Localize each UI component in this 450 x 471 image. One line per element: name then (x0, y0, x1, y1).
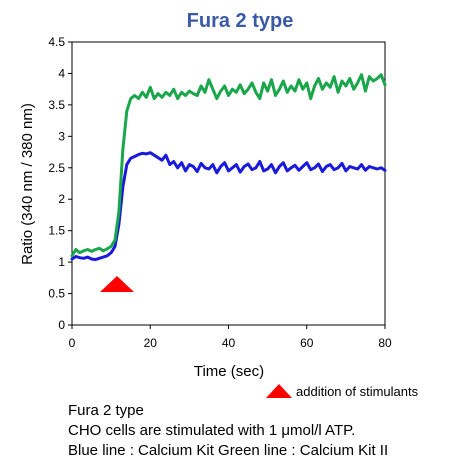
y-tick-label: 1 (58, 255, 65, 269)
stimulant-legend: addition of stimulants (266, 384, 418, 399)
y-tick-label: 0.5 (48, 287, 65, 301)
stimulant-legend-triangle-icon (266, 384, 292, 398)
x-tick-label: 60 (300, 336, 314, 350)
y-axis-label: Ratio (340 nm / 380 nm) (19, 103, 36, 265)
y-tick-label: 3.5 (48, 98, 65, 112)
fura2-line-chart: Fura 2 type 0 0.5 1 1.5 2 2.5 3 3.5 4 4.5 0 20 40 60… (19, 10, 392, 380)
blue-series-line (70, 151, 387, 262)
x-axis-label: Time (sec) (194, 363, 264, 380)
stimulant-marker-triangle (99, 276, 134, 292)
caption-line-3: Blue line : Calcium Kit Green line : Cal… (68, 442, 389, 459)
x-tick-label: 80 (378, 336, 392, 350)
y-tick-label: 4 (58, 66, 65, 80)
caption-line-2: CHO cells are stimulated with 1 μmol/l A… (68, 422, 356, 439)
y-tick-label: 2 (58, 192, 65, 206)
x-tick-label: 0 (69, 336, 76, 350)
y-tick-label: 2.5 (48, 161, 65, 175)
y-tick-label: 1.5 (48, 224, 65, 238)
stimulant-legend-label: addition of stimulants (296, 384, 419, 399)
x-tick-label: 20 (144, 336, 158, 350)
y-tick-label: 4.5 (48, 35, 65, 49)
green-series-line (70, 73, 387, 258)
caption-line-1: Fura 2 type (68, 402, 144, 419)
x-tick-label: 40 (222, 336, 236, 350)
y-tick-label: 0 (58, 318, 65, 332)
chart-title: Fura 2 type (187, 10, 294, 32)
y-tick-label: 3 (58, 129, 65, 143)
